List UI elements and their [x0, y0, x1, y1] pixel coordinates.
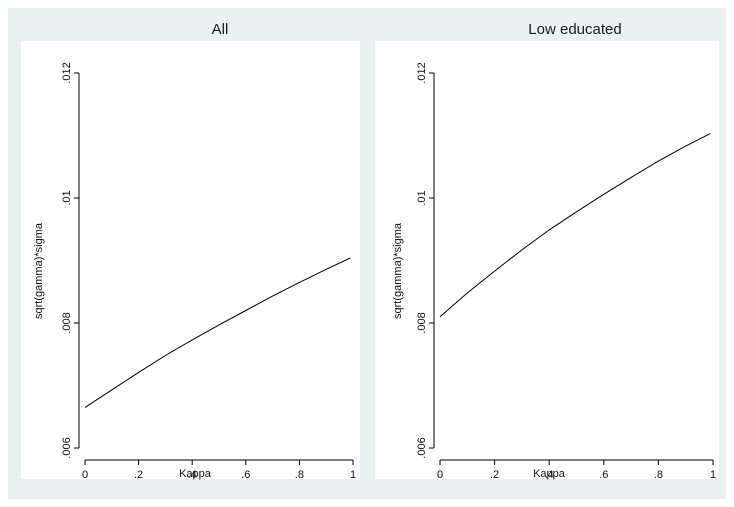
panel-low-educated-x-tick-label: .4	[545, 469, 554, 481]
panel-all-x-tick-label: .6	[241, 469, 250, 481]
chart-svg: All Kappa sqrt(gamma)*sigma .006 .008 .01.…	[21, 21, 719, 481]
panel-all-x-label: Kappa	[179, 468, 212, 480]
panel-all-y-tick-label: .006	[61, 437, 73, 458]
panel-all-series-line	[84, 257, 351, 408]
panel-low-educated-y-tick-label: .012	[416, 62, 428, 83]
panel-all-x-tick-label: 0	[82, 469, 88, 481]
panel-low-educated-plot-area	[375, 41, 719, 479]
panel-low-educated-x-tick-label: .2	[490, 469, 499, 481]
panel-low-educated-title: Low educated	[528, 21, 621, 38]
panel-all: All Kappa sqrt(gamma)*sigma .006 .008 .01.…	[21, 21, 360, 481]
panel-low-educated-x-tick-label: .8	[654, 469, 663, 481]
panel-all-plot-area	[21, 41, 360, 479]
panel-all-y-label: sqrt(gamma)*sigma	[33, 222, 45, 319]
panel-all-title: All	[212, 21, 229, 38]
panel-all-x-tick-label: 1	[350, 469, 356, 481]
panel-low-educated-series-line	[439, 133, 711, 318]
panel-low-educated-y-tick-label: .008	[416, 312, 428, 333]
panel-low-educated-x-tick-label: 1	[710, 469, 716, 481]
panel-low-educated-y-label: sqrt(gamma)*sigma	[392, 222, 404, 319]
panel-all-y-tick-label: .012	[61, 62, 73, 83]
figure-background: All Kappa sqrt(gamma)*sigma .006 .008 .01.…	[8, 8, 726, 499]
panel-low-educated-y-tick-label: .006	[416, 437, 428, 458]
panel-low-educated-x-tick-label: .6	[599, 469, 608, 481]
panel-all-x-tick-label: .2	[134, 469, 143, 481]
panel-all-x-tick-label: .4	[188, 469, 197, 481]
panel-all-x-tick-label: .8	[295, 469, 304, 481]
panel-all-y-tick-label: .008	[61, 312, 73, 333]
panel-low-educated-y-tick-label: .01	[416, 190, 428, 205]
panel-low-educated-x-tick-label: 0	[437, 469, 443, 481]
panel-all-y-tick-label: .01	[61, 190, 73, 205]
panel-low-educated: Low educated Kappa sqrt(gamma)*sigma .00…	[375, 21, 719, 481]
panel-low-educated-x-label: Kappa	[533, 468, 566, 480]
